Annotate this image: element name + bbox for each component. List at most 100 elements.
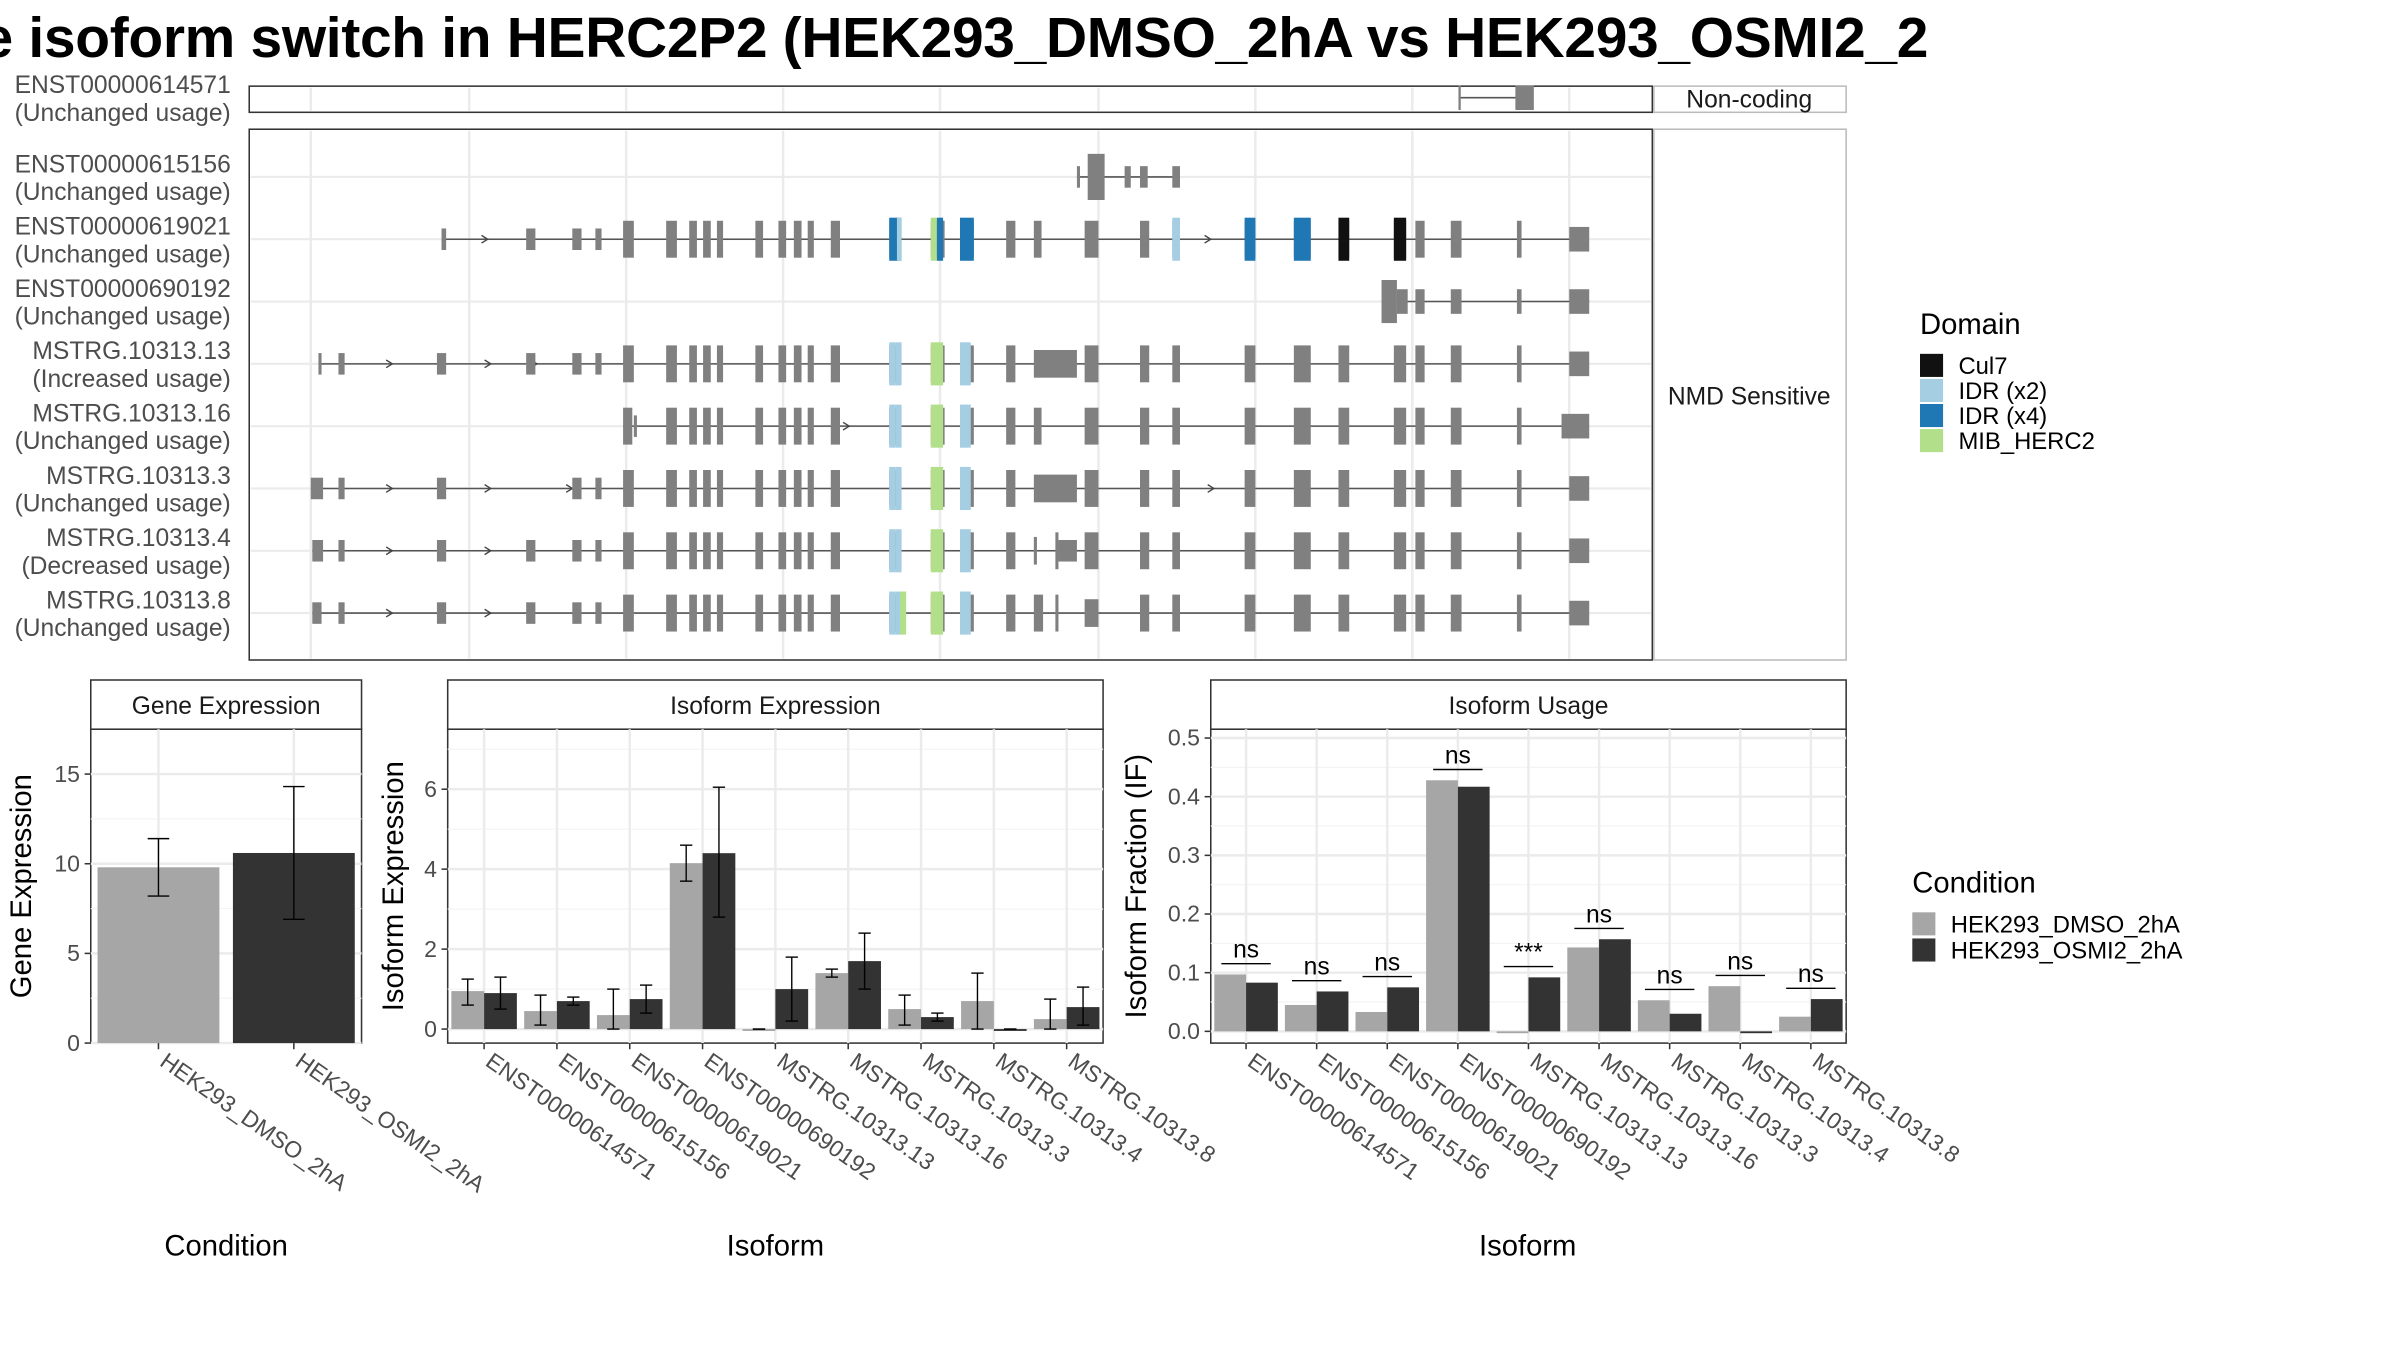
exon [778, 220, 787, 258]
transcript-label: MSTRG.10313.16 [32, 401, 230, 428]
exon [526, 228, 536, 250]
page-title: e isoform switch in HERC2P2 (HEK293_DMSO… [0, 6, 1929, 70]
bar [1457, 786, 1490, 1032]
exon [755, 345, 764, 383]
facet-label-nmd: NMD Sensitive [1668, 384, 1831, 411]
exon [1055, 594, 1059, 632]
transcript-label: ENST00000614571 [15, 72, 231, 99]
domain-region [895, 529, 902, 573]
exon [1139, 594, 1150, 632]
exon [1561, 413, 1590, 439]
domain-region [930, 529, 944, 573]
transcript-usage-label: (Increased usage) [32, 366, 230, 393]
exon [755, 220, 764, 258]
exon [572, 539, 582, 562]
y-tick-label: 0 [424, 1016, 437, 1042]
exon [1006, 407, 1016, 445]
domain-legend-label: IDR (x2) [1958, 378, 2047, 405]
domain-region [959, 217, 974, 261]
domain-legend-label: MIB_HERC2 [1958, 428, 2094, 455]
exon [689, 407, 697, 445]
exon [703, 407, 711, 445]
exon [623, 532, 634, 570]
significance-label: ns [1657, 962, 1683, 989]
panel-title: Isoform Expression [670, 693, 881, 720]
exon [526, 602, 536, 624]
exon [1516, 289, 1522, 314]
exon [830, 469, 840, 507]
exon [1172, 594, 1180, 632]
exon [703, 594, 711, 632]
exon [623, 407, 633, 445]
domain-region [889, 529, 896, 573]
exon [666, 407, 677, 445]
domain-region [930, 217, 937, 261]
transcript-usage-label: (Unchanged usage) [15, 241, 231, 268]
y-tick-label: 4 [424, 856, 437, 882]
y-tick-label: 0.4 [1168, 783, 1200, 809]
transcript-label: ENST00000619021 [15, 214, 231, 241]
bar [921, 1017, 954, 1030]
exon [1139, 220, 1150, 258]
exon [1415, 289, 1425, 314]
significance-label: ns [1798, 961, 1824, 988]
strand-arrow [484, 484, 493, 493]
exon [436, 353, 447, 375]
exon [1087, 153, 1105, 200]
exon [1450, 345, 1462, 383]
exon [1033, 407, 1042, 445]
panel-strip [446, 679, 1104, 730]
exon [807, 469, 814, 507]
condition-legend-label: HEK293_DMSO_2hA [1951, 911, 2180, 938]
exon [1569, 476, 1590, 501]
exon [703, 469, 711, 507]
domain-region [1393, 217, 1407, 261]
exon [1338, 532, 1350, 570]
exon [1415, 345, 1425, 383]
domain-legend-key [1919, 404, 1944, 428]
exon [1084, 345, 1099, 383]
exon [793, 220, 802, 258]
exon [778, 407, 787, 445]
exon [595, 228, 602, 250]
domain-region [959, 529, 967, 573]
exon [572, 353, 582, 375]
x-axis-label: Condition [164, 1230, 287, 1262]
exon [1139, 407, 1150, 445]
exon [1569, 600, 1590, 626]
bar [1214, 974, 1247, 1032]
domain-region [930, 466, 944, 510]
exon [778, 469, 787, 507]
exon [1569, 289, 1590, 314]
bar [1740, 1031, 1773, 1034]
exon [1293, 407, 1311, 445]
exon [441, 228, 447, 250]
transcript-label: MSTRG.10313.13 [32, 338, 230, 365]
exon [666, 469, 677, 507]
exon [666, 220, 677, 258]
exon [1244, 345, 1256, 383]
domain-region [889, 342, 896, 386]
exon [595, 477, 602, 500]
domain-region [959, 591, 967, 635]
strand-arrow [842, 421, 851, 431]
y-axis-label: Gene Expression [6, 774, 38, 998]
exon [830, 345, 840, 383]
exon [793, 469, 802, 507]
exon [1338, 594, 1350, 632]
y-tick-label: 6 [424, 776, 437, 802]
exon [1338, 345, 1350, 383]
exon [1084, 599, 1099, 627]
strand-arrow [481, 234, 489, 244]
y-tick-label: 0.5 [1168, 725, 1200, 751]
x-axis-label: Isoform [727, 1230, 824, 1262]
exon [830, 220, 840, 258]
exon [572, 477, 582, 500]
exon [623, 594, 634, 632]
exon [310, 477, 324, 500]
exon [1006, 469, 1016, 507]
y-tick-label: 10 [54, 850, 80, 876]
exon [1338, 407, 1350, 445]
strand-arrow [484, 608, 493, 618]
